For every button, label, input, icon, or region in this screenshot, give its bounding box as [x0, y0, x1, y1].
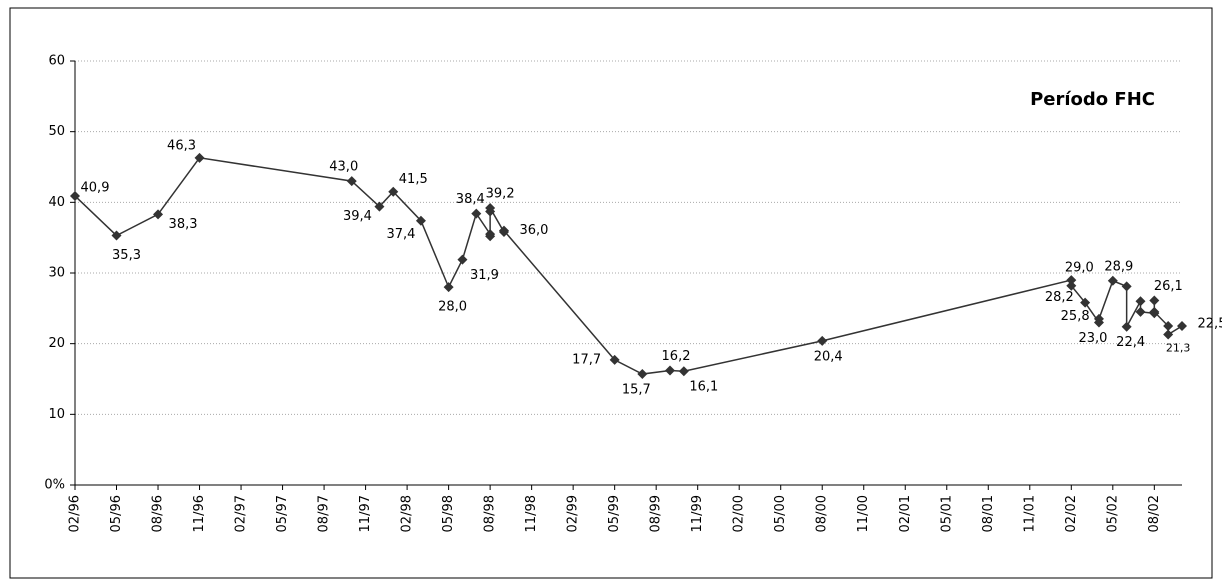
data-label: 15,7: [622, 383, 651, 398]
data-label: 43,0: [329, 160, 358, 175]
data-point: [498, 225, 509, 236]
x-tick-label: 08/02: [1147, 495, 1162, 532]
x-tick-label: 05/97: [275, 495, 290, 532]
data-label: 16,1: [689, 380, 718, 395]
data-point: [1149, 306, 1160, 317]
x-tick-label: 08/99: [649, 495, 664, 532]
x-tick-label: 11/99: [690, 495, 705, 532]
y-tick-label: 20: [48, 336, 65, 351]
data-label: 28,2: [1045, 290, 1074, 305]
data-label: 38,3: [169, 217, 198, 232]
x-tick-label: 02/99: [566, 495, 581, 532]
x-tick-label: 02/98: [400, 495, 415, 532]
x-tick-label: 05/00: [773, 495, 788, 532]
x-tick-label: 02/01: [898, 495, 913, 532]
data-point: [1121, 281, 1132, 292]
data-point: [388, 186, 399, 197]
data-label: 28,0: [438, 300, 467, 315]
data-point: [1121, 321, 1132, 332]
data-label: 37,4: [386, 227, 415, 242]
data-point: [1135, 306, 1146, 317]
data-label: 46,3: [167, 138, 196, 153]
data-point: [637, 369, 648, 380]
data-label: 41,5: [399, 172, 428, 187]
y-tick-label: 50: [48, 124, 65, 139]
data-label: 35,3: [112, 248, 141, 263]
x-tick-label: 02/02: [1064, 495, 1079, 532]
x-tick-label: 11/97: [358, 495, 373, 532]
y-tick-label: 0%: [44, 478, 65, 493]
data-label: 16,2: [662, 349, 691, 364]
data-point: [1066, 275, 1077, 286]
x-tick-label: 11/96: [192, 495, 207, 532]
x-tick-label: 02/00: [732, 495, 747, 532]
x-tick-label: 11/00: [856, 495, 871, 532]
data-point: [111, 230, 122, 241]
data-label: 22,5: [1198, 317, 1222, 332]
data-label: 31,9: [470, 268, 499, 283]
y-tick-label: 30: [48, 266, 65, 281]
data-point: [1163, 329, 1174, 340]
y-tick-label: 60: [48, 54, 65, 69]
data-point: [70, 190, 80, 201]
x-tick-label: 11/01: [1022, 495, 1037, 532]
x-tick-label: 08/96: [151, 495, 166, 532]
data-point: [1177, 321, 1187, 331]
x-tick-label: 05/02: [1105, 495, 1120, 532]
data-label: 39,2: [486, 186, 515, 201]
x-tick-label: 05/96: [109, 495, 124, 532]
data-label: 25,8: [1061, 309, 1090, 324]
x-tick-label: 05/99: [607, 495, 622, 532]
x-tick-label: 05/01: [939, 495, 954, 532]
data-point: [1093, 313, 1104, 324]
x-tick-label: 11/98: [524, 495, 539, 532]
x-tick-label: 08/01: [981, 495, 996, 532]
x-tick-label: 08/98: [483, 495, 498, 532]
data-label: 39,4: [343, 209, 372, 224]
x-tick-label: 05/98: [441, 495, 456, 532]
data-label: 38,4: [456, 192, 485, 207]
x-tick-label: 08/00: [815, 495, 830, 532]
chart-title: Período FHC: [1030, 89, 1155, 110]
chart-frame: [9, 7, 1213, 579]
data-point: [415, 215, 426, 226]
data-point: [678, 366, 689, 377]
data-point: [1163, 321, 1174, 331]
data-point: [1107, 275, 1118, 286]
data-label: 23,0: [1078, 331, 1107, 346]
data-label: 40,9: [81, 180, 110, 195]
y-tick-label: 10: [48, 407, 65, 422]
data-point: [665, 365, 676, 376]
data-point: [471, 208, 482, 219]
data-point: [443, 282, 454, 293]
data-label: 36,0: [519, 223, 548, 238]
data-label: 20,4: [814, 349, 843, 364]
data-point: [346, 176, 357, 187]
data-point: [1135, 296, 1146, 307]
data-label: 17,7: [572, 352, 601, 367]
data-label: 21,3: [1166, 341, 1191, 354]
data-point: [1149, 295, 1160, 306]
data-point: [485, 202, 496, 213]
data-point: [609, 354, 620, 365]
x-tick-label: 08/97: [317, 495, 332, 532]
data-point: [374, 201, 385, 212]
data-label: 29,0: [1065, 261, 1094, 276]
data-point: [485, 231, 496, 242]
data-label: 28,9: [1104, 259, 1133, 274]
data-point: [817, 335, 828, 346]
data-label: 26,1: [1154, 279, 1183, 294]
data-point: [194, 152, 205, 163]
data-label: 22,4: [1116, 335, 1145, 350]
data-point: [1066, 280, 1077, 291]
data-point: [153, 209, 164, 220]
data-point: [1080, 297, 1091, 308]
x-tick-label: 02/96: [68, 495, 83, 532]
x-tick-label: 02/97: [234, 495, 249, 532]
data-point: [457, 254, 468, 265]
y-tick-label: 40: [48, 195, 65, 210]
